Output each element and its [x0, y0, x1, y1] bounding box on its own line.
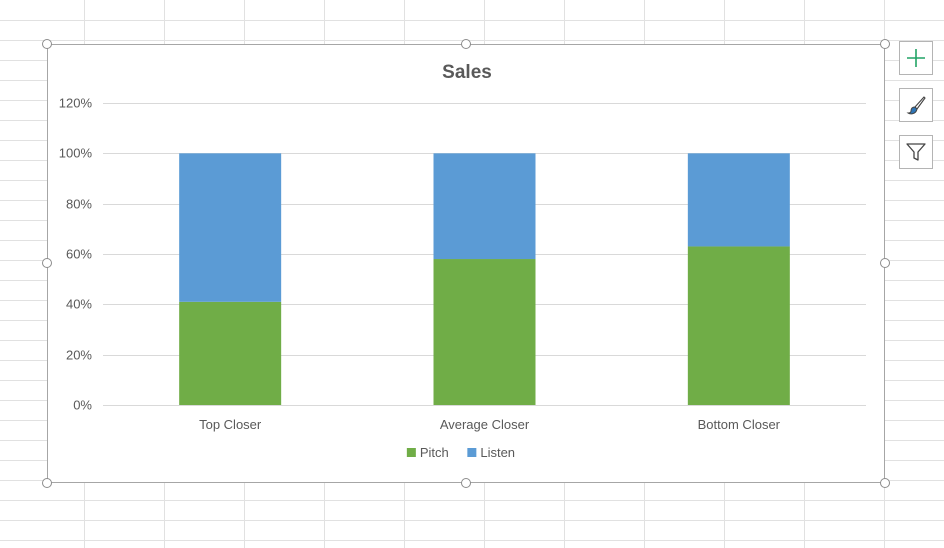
chart-title[interactable]: Sales	[442, 62, 492, 83]
resize-handle-left[interactable]	[42, 258, 52, 268]
chart-area[interactable]: Sales 0% 20% 40% 60% 80% 100% 120% Top Closer Ave…	[47, 44, 885, 483]
resize-handle-top[interactable]	[461, 39, 471, 49]
paintbrush-icon	[906, 96, 926, 115]
resize-handle-top-right[interactable]	[880, 39, 890, 49]
bar-listen-2[interactable]	[433, 153, 536, 260]
bar-listen-3[interactable]	[687, 153, 790, 247]
y-tick-label: 100%	[59, 146, 93, 161]
y-tick-label: 120%	[59, 96, 93, 111]
chart-styles-button[interactable]	[899, 88, 933, 122]
bar-listen-1[interactable]	[179, 153, 282, 302]
y-tick-label: 20%	[66, 348, 92, 363]
y-tick-label: 80%	[66, 197, 92, 212]
x-tick-label: Top Closer	[199, 417, 262, 432]
x-tick-label: Average Closer	[440, 417, 530, 432]
legend-swatch-pitch	[406, 448, 416, 457]
bar-pitch-2[interactable]	[433, 259, 536, 405]
resize-handle-right[interactable]	[880, 258, 890, 268]
plus-icon	[907, 49, 925, 67]
y-tick-label: 60%	[66, 247, 92, 262]
chart-filters-button[interactable]	[899, 135, 933, 169]
legend-label-pitch: Pitch	[420, 445, 449, 460]
y-tick-label: 0%	[73, 398, 92, 413]
legend-label-listen: Listen	[480, 445, 515, 460]
resize-handle-bottom-left[interactable]	[42, 478, 52, 488]
bar-pitch-3[interactable]	[687, 246, 790, 405]
x-tick-label: Bottom Closer	[698, 417, 781, 432]
resize-handle-bottom-right[interactable]	[880, 478, 890, 488]
chart-plot: Sales 0% 20% 40% 60% 80% 100% 120% Top Closer Ave…	[59, 62, 866, 460]
legend-swatch-listen	[467, 448, 477, 457]
funnel-icon	[906, 143, 926, 161]
chart-elements-button[interactable]	[899, 41, 933, 75]
resize-handle-bottom[interactable]	[461, 478, 471, 488]
resize-handle-top-left[interactable]	[42, 39, 52, 49]
y-tick-label: 40%	[66, 297, 92, 312]
bar-pitch-1[interactable]	[179, 301, 282, 405]
